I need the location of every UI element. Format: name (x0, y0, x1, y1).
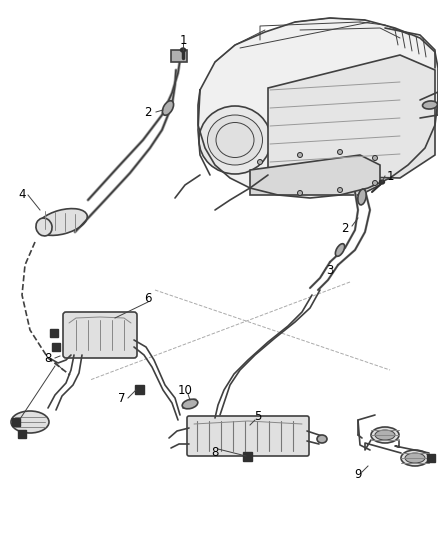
Ellipse shape (216, 123, 254, 157)
Ellipse shape (372, 156, 378, 160)
Ellipse shape (182, 399, 198, 409)
Text: 9: 9 (354, 469, 362, 481)
Ellipse shape (37, 208, 87, 236)
Text: 8: 8 (44, 351, 52, 365)
Text: 10: 10 (177, 384, 192, 397)
Ellipse shape (401, 450, 429, 466)
Ellipse shape (336, 244, 345, 256)
Ellipse shape (338, 149, 343, 155)
Ellipse shape (371, 427, 399, 443)
Ellipse shape (297, 152, 303, 157)
Text: 4: 4 (18, 189, 26, 201)
Bar (50, 329, 58, 337)
Ellipse shape (258, 159, 262, 165)
Ellipse shape (208, 115, 262, 165)
Ellipse shape (162, 101, 173, 115)
Ellipse shape (199, 106, 271, 174)
Ellipse shape (180, 48, 186, 52)
FancyBboxPatch shape (63, 312, 137, 358)
Ellipse shape (423, 101, 438, 109)
Ellipse shape (338, 188, 343, 192)
Text: 1: 1 (179, 34, 187, 46)
Polygon shape (268, 55, 435, 178)
Ellipse shape (405, 453, 425, 463)
Bar (12, 418, 20, 426)
Ellipse shape (11, 411, 49, 433)
Bar (18, 430, 26, 438)
Ellipse shape (375, 430, 395, 440)
Text: 8: 8 (211, 446, 219, 458)
Ellipse shape (358, 189, 366, 205)
Polygon shape (198, 18, 438, 198)
Text: 3: 3 (326, 263, 334, 277)
Polygon shape (250, 155, 380, 195)
Ellipse shape (317, 435, 327, 443)
Bar (171, 50, 187, 62)
Ellipse shape (36, 218, 52, 236)
Ellipse shape (297, 190, 303, 196)
Bar (52, 343, 60, 351)
Bar (243, 452, 252, 461)
Text: 2: 2 (341, 222, 349, 235)
Text: 6: 6 (144, 292, 152, 304)
Bar (135, 385, 144, 394)
Bar (427, 454, 435, 462)
Text: 5: 5 (254, 409, 261, 423)
Ellipse shape (379, 180, 385, 184)
Text: 1: 1 (386, 169, 394, 182)
Ellipse shape (372, 181, 378, 185)
Text: 7: 7 (118, 392, 126, 405)
FancyBboxPatch shape (187, 416, 309, 456)
Text: 2: 2 (144, 106, 152, 118)
